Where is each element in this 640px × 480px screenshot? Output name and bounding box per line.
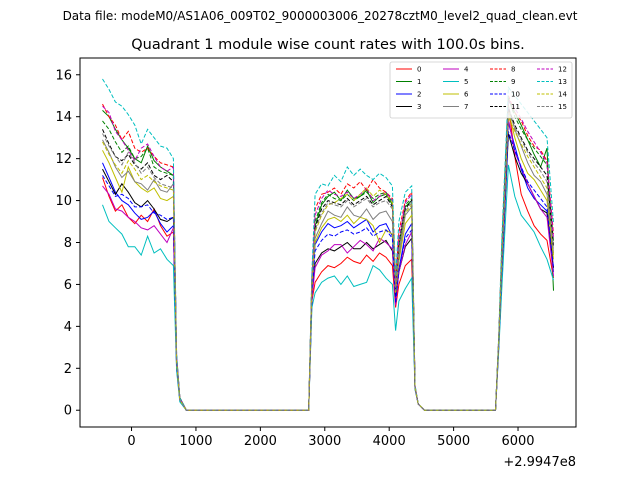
legend-label-2: 2 xyxy=(417,91,421,99)
series-line-4 xyxy=(102,118,554,411)
series-lines xyxy=(102,78,554,411)
series-line-5 xyxy=(102,164,554,411)
y-axis: 0 2 4 6 8 10 12 14 16 xyxy=(55,68,80,419)
series-line-13 xyxy=(102,78,554,411)
y-tick-label: 16 xyxy=(55,68,72,83)
legend-label-13: 13 xyxy=(558,78,567,86)
plot-area xyxy=(102,78,554,411)
legend-label-11: 11 xyxy=(511,103,520,111)
legend-label-7: 7 xyxy=(464,103,468,111)
y-tick-label: 0 xyxy=(64,404,72,419)
x-tick-label: 5000 xyxy=(437,434,470,449)
legend-label-14: 14 xyxy=(558,91,567,99)
legend-label-6: 6 xyxy=(464,91,469,99)
chart-title: Quadrant 1 module wise count rates with … xyxy=(131,37,525,53)
series-line-11 xyxy=(102,108,554,411)
legend-label-8: 8 xyxy=(511,66,515,74)
x-tick-label: 0 xyxy=(127,434,135,449)
x-axis: 0 1000 2000 3000 4000 5000 6000 xyxy=(127,427,535,449)
legend-label-12: 12 xyxy=(558,66,567,74)
series-line-14 xyxy=(102,116,554,411)
legend-label-10: 10 xyxy=(511,91,520,99)
legend-box xyxy=(389,61,573,119)
legend-label-5: 5 xyxy=(464,78,468,86)
y-tick-label: 2 xyxy=(64,362,72,377)
legend-label-1: 1 xyxy=(417,78,421,86)
y-tick-label: 14 xyxy=(55,110,72,125)
chart-suptitle: Data file: modeM0/AS1A06_009T02_90000030… xyxy=(63,9,578,23)
y-tick-label: 4 xyxy=(64,320,72,335)
x-tick-label: 4000 xyxy=(373,434,406,449)
legend-label-15: 15 xyxy=(558,103,567,111)
y-tick-label: 12 xyxy=(55,152,72,167)
x-tick-label: 2000 xyxy=(244,434,277,449)
y-tick-label: 6 xyxy=(64,278,72,293)
y-tick-label: 10 xyxy=(55,194,72,209)
legend-label-0: 0 xyxy=(417,66,421,74)
series-line-15 xyxy=(102,112,554,411)
x-offset-label: +2.9947e8 xyxy=(503,455,576,470)
legend-label-9: 9 xyxy=(511,78,515,86)
y-tick-label: 8 xyxy=(64,236,72,251)
x-tick-label: 3000 xyxy=(308,434,341,449)
series-line-10 xyxy=(102,131,554,411)
x-tick-label: 6000 xyxy=(501,434,534,449)
series-line-9 xyxy=(102,97,554,411)
x-tick-label: 1000 xyxy=(179,434,212,449)
legend-label-3: 3 xyxy=(417,103,421,111)
legend-label-4: 4 xyxy=(464,66,469,74)
